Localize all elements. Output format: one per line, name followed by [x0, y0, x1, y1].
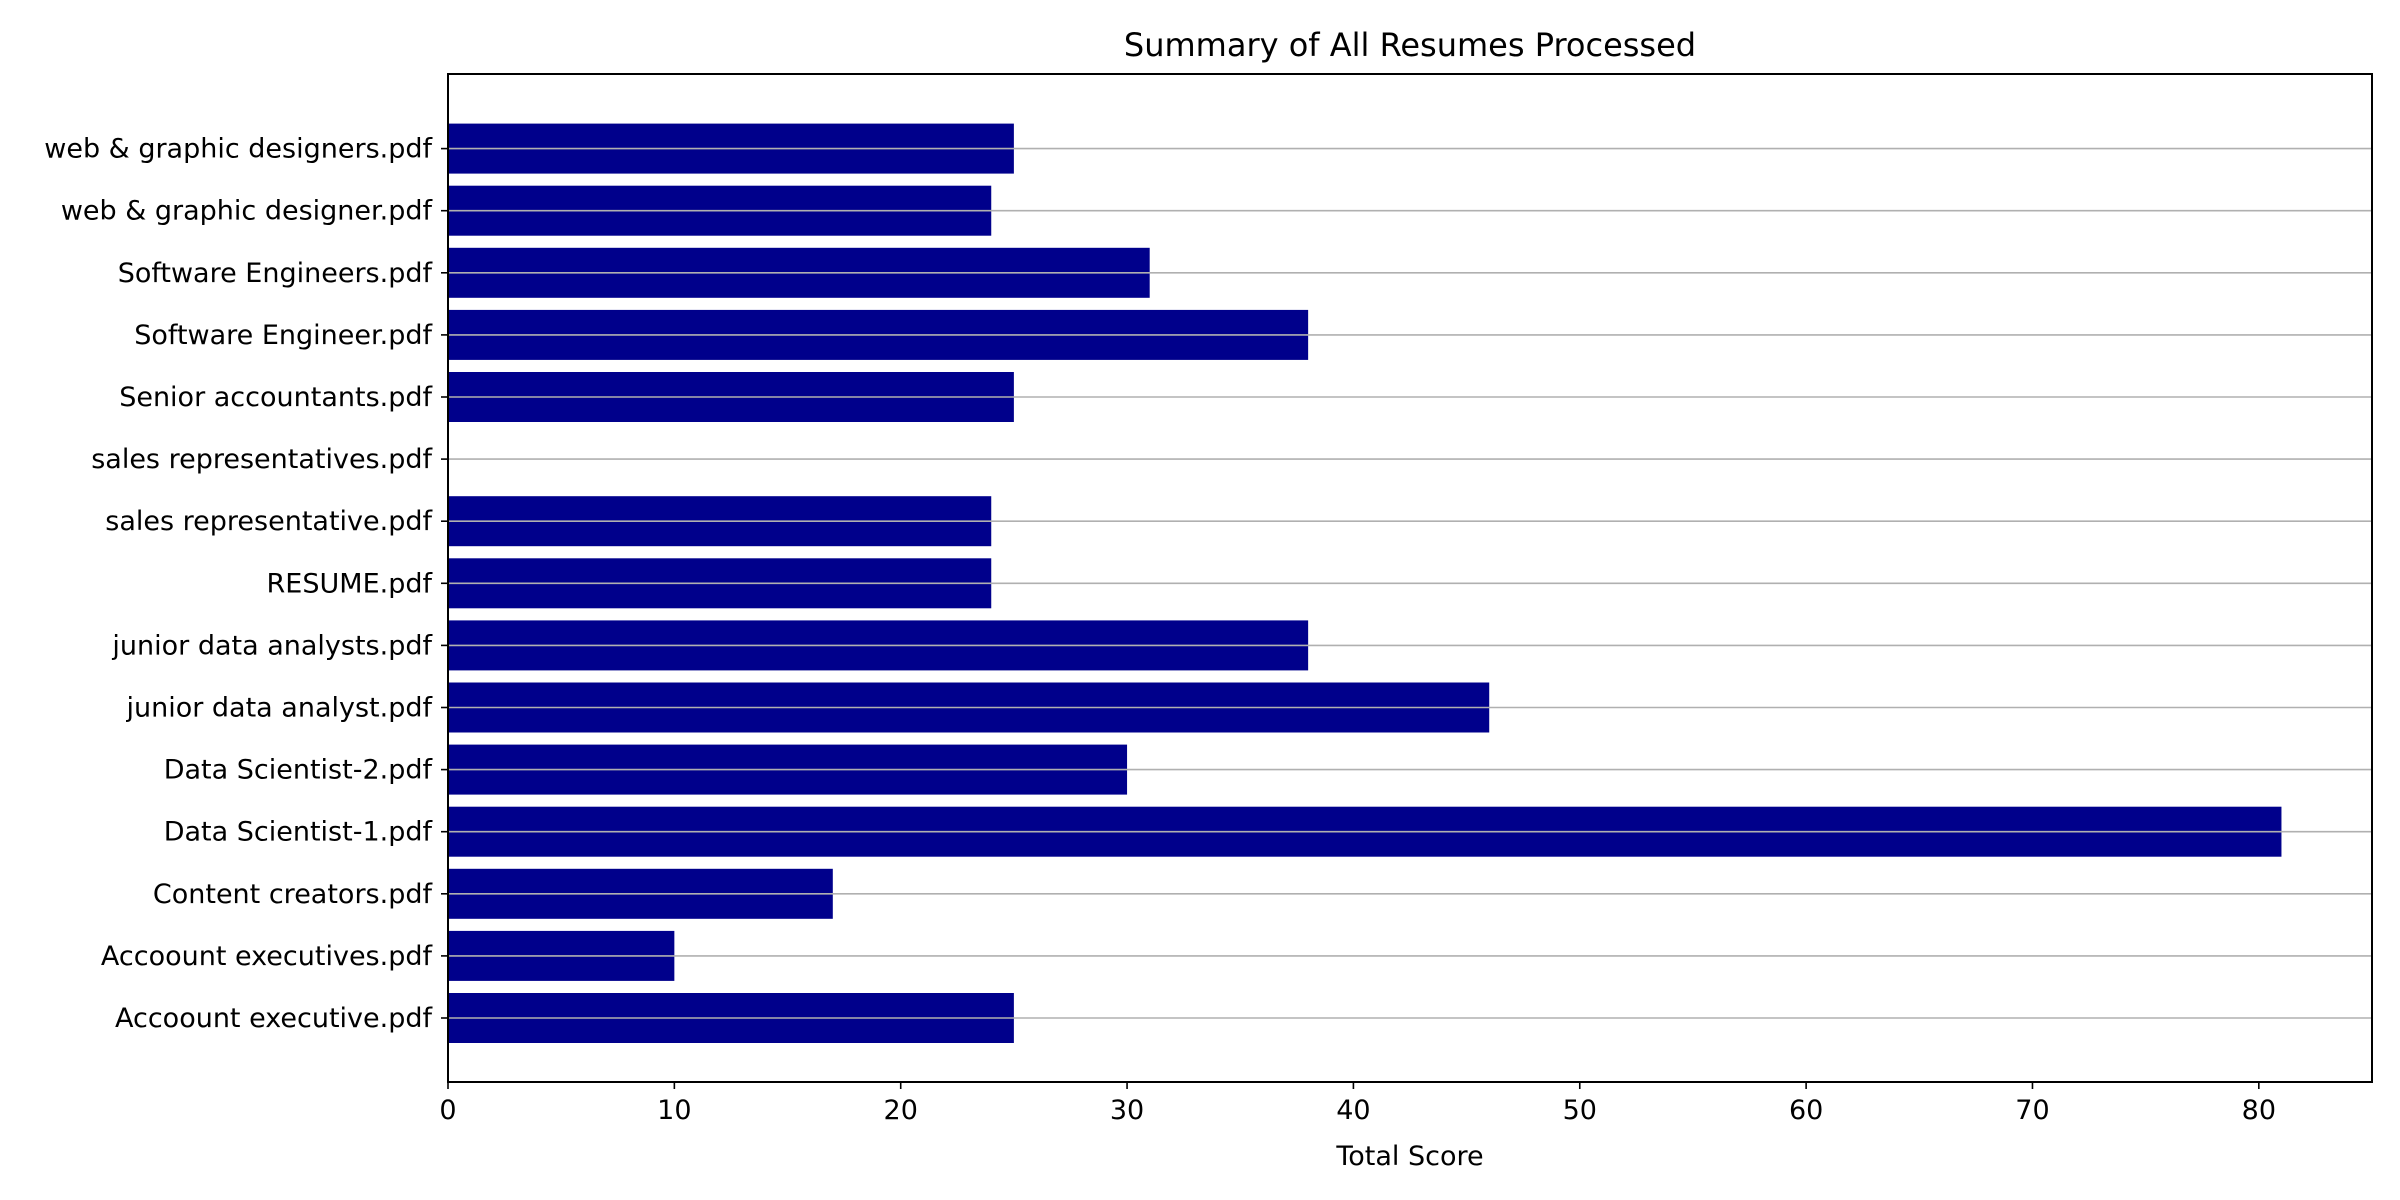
y-tick-label: RESUME.pdf	[267, 568, 434, 599]
y-tick-label: Accoount executives.pdf	[101, 941, 434, 972]
y-tick-label: sales representative.pdf	[105, 506, 433, 537]
y-axis-ticks: Accoount executive.pdf Accoount executive…	[44, 134, 448, 1034]
x-tick-label: 30	[1110, 1095, 1144, 1126]
y-tick-label: Software Engineers.pdf	[118, 258, 434, 289]
y-tick-label: web & graphic designers.pdf	[44, 134, 433, 165]
x-tick-label: 60	[1789, 1095, 1823, 1126]
plot-frame	[447, 73, 2373, 1083]
y-tick-label: Accoount executive.pdf	[115, 1003, 434, 1034]
y-tick-label: Content creators.pdf	[153, 879, 434, 910]
x-tick-label: 0	[439, 1095, 456, 1126]
y-tick-label: Data Scientist-2.pdf	[164, 755, 434, 786]
chart-title: Summary of All Resumes Processed	[1124, 26, 1696, 64]
y-tick-label: Senior accountants.pdf	[119, 382, 433, 413]
x-axis-ticks: 0 10 20 30 40 50 60 70 80	[439, 1082, 2276, 1126]
y-tick-label: junior data analyst.pdf	[125, 693, 433, 724]
x-tick-label: 50	[1563, 1095, 1597, 1126]
y-tick-label: junior data analysts.pdf	[111, 630, 433, 661]
y-tick-label: web & graphic designer.pdf	[61, 196, 434, 227]
x-axis-label: Total Score	[1335, 1141, 1483, 1172]
x-tick-label: 70	[2015, 1095, 2049, 1126]
x-tick-label: 80	[2242, 1095, 2276, 1126]
x-tick-label: 10	[657, 1095, 691, 1126]
x-tick-label: 20	[884, 1095, 918, 1126]
bars	[448, 123, 2372, 1043]
x-tick-label: 40	[1336, 1095, 1370, 1126]
y-tick-label: sales representatives.pdf	[91, 444, 433, 475]
y-tick-label: Software Engineer.pdf	[134, 320, 433, 351]
y-tick-label: Data Scientist-1.pdf	[164, 817, 434, 848]
